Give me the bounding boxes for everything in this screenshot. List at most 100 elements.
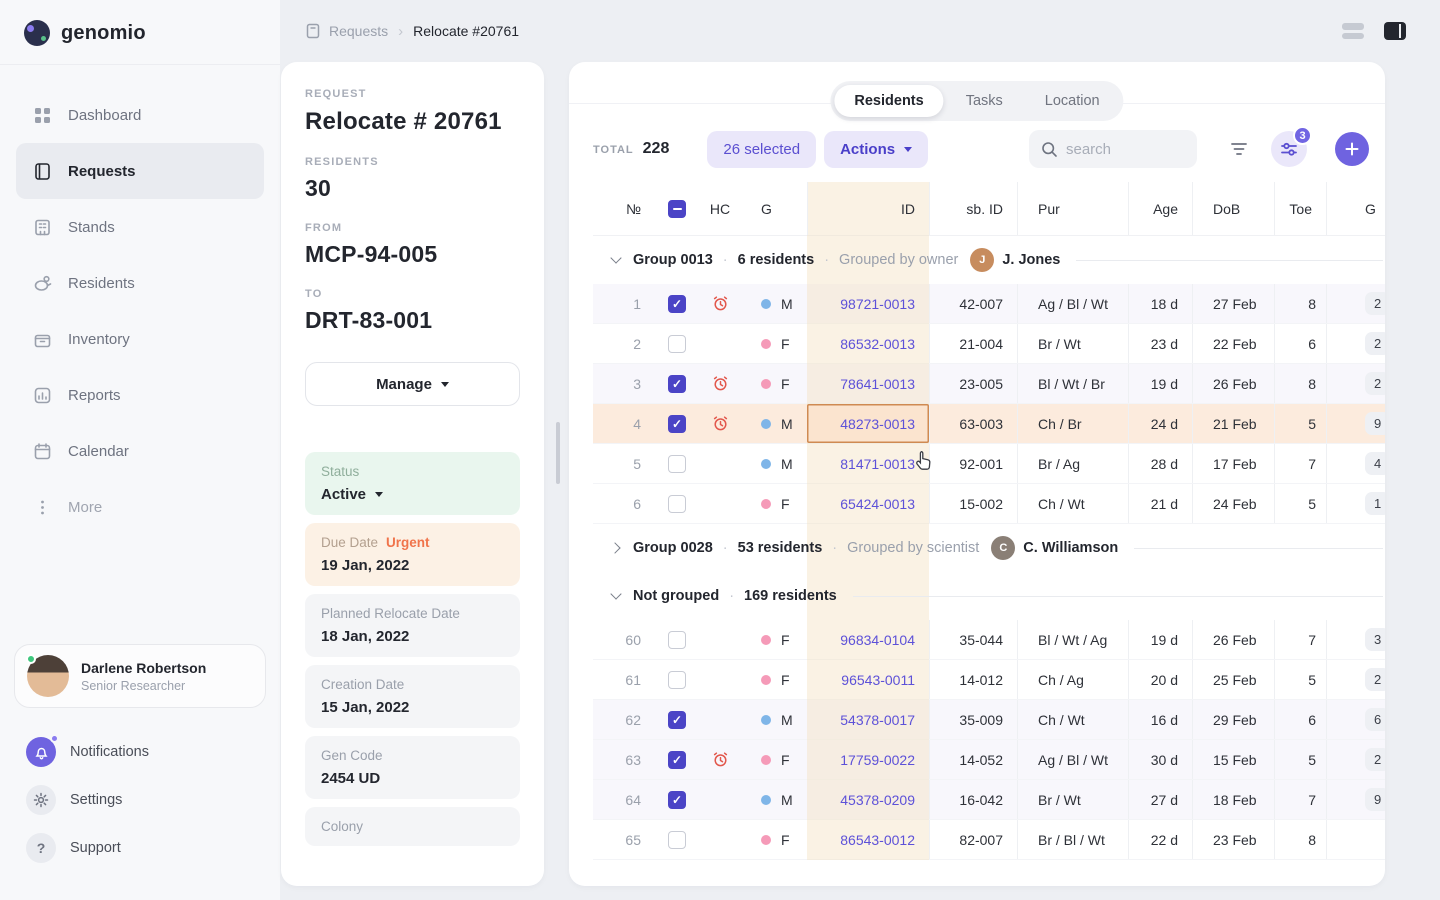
gender-cell: M [741,284,807,323]
sidebar-item-reports[interactable]: Reports [16,367,264,423]
health-concern-icon [712,295,729,312]
layout-split-icon[interactable] [1384,22,1406,40]
tile-colony: Colony [305,807,520,846]
row-checkbox[interactable] [668,630,686,649]
row-checkbox[interactable] [668,374,686,393]
tab-residents[interactable]: Residents [834,85,944,117]
requests-icon [32,161,52,181]
dob-cell: 26 Feb [1192,364,1274,403]
g-badge: 9 [1365,788,1385,811]
resident-id-link[interactable]: 96834-0104 [840,631,915,648]
actions-button[interactable]: Actions [824,130,929,168]
resident-id-link[interactable]: 65424-0013 [840,495,915,512]
resident-id-link[interactable]: 78641-0013 [840,375,915,392]
row-checkbox[interactable] [668,414,686,433]
pur-cell: Bl / Wt / Br [1017,364,1128,403]
breadcrumb-section[interactable]: Requests [329,23,389,39]
footer-item-label: Support [70,840,121,856]
sidebar-item-dashboard[interactable]: Dashboard [16,87,264,143]
column-header-sb. ID: sb. ID [929,182,1017,235]
resident-id-link[interactable]: 54378-0017 [840,711,915,728]
column-settings-button[interactable]: 3 [1271,126,1312,167]
row-checkbox[interactable] [668,750,686,769]
question-icon: ? [26,833,56,863]
row-checkbox[interactable] [668,494,686,513]
tile-gen-code: Gen Code 2454 UD [305,736,520,799]
row-checkbox[interactable] [668,670,686,689]
sidebar-footer-support[interactable]: ? Support [16,824,264,872]
row-checkbox[interactable] [668,830,686,849]
gender-dot-icon [761,674,771,685]
resident-id-link[interactable]: 96543-0011 [841,671,915,688]
tile-value: 15 Jan, 2022 [321,699,410,716]
table-row: 61 F 96543-0011 14-012 Ch / Ag 20 d 25 Feb 5 2 [593,660,1385,700]
sidebar-footer-notifications[interactable]: Notifications [16,728,264,776]
row-checkbox[interactable] [668,294,686,313]
window-layout-controls [1342,22,1406,40]
tab-tasks[interactable]: Tasks [946,85,1023,117]
row-checkbox[interactable] [668,454,686,473]
hc-cell [699,484,741,523]
resident-id-link[interactable]: 17759-0022 [840,751,915,768]
gender-dot-icon [761,458,771,469]
tile-status[interactable]: Status Active [305,452,520,515]
gender-label: M [781,455,793,472]
search-input[interactable] [1066,140,1185,158]
resident-id-link[interactable]: 45378-0209 [840,791,915,808]
tile-label: Creation Date [321,677,405,692]
topbar: Requests › Relocate #20761 [280,0,1440,62]
sidebar-item-more[interactable]: More [16,479,264,535]
row-checkbox[interactable] [668,710,686,729]
dot-separator: · [729,588,735,604]
resident-id-link[interactable]: 48273-0013 [807,404,929,443]
layout-rows-icon[interactable] [1342,23,1364,39]
group-toggle[interactable] [605,249,627,271]
row-checkbox[interactable] [668,334,686,353]
filter-button[interactable] [1221,131,1257,167]
row-number: 3 [633,375,641,392]
residents-icon [32,273,52,293]
sb-id-cell: 63-003 [929,404,1017,443]
row-checkbox-cell [655,820,699,859]
sidebar-item-stands[interactable]: Stands [16,199,264,255]
pur-cell: Ch / Wt [1017,484,1128,523]
gender-cell: F [741,820,807,859]
gender-cell: M [741,444,807,483]
panel-scrollbar[interactable] [556,422,560,484]
sb-id-cell: 82-007 [929,820,1017,859]
manage-button[interactable]: Manage [305,362,520,406]
user-card[interactable]: Darlene Robertson Senior Researcher [14,644,266,708]
owner-name: J. Jones [1002,252,1061,268]
select-all-checkbox[interactable] [668,199,686,218]
dob-cell: 24 Feb [1192,484,1274,523]
group-toggle[interactable] [605,537,627,559]
request-tiles: Status Active Due Date Urgent 19 Jan, 2022 Pl… [305,452,520,846]
chevron-down-icon [904,146,913,152]
row-checkbox[interactable] [668,790,686,809]
resident-id-link[interactable]: 98721-0013 [840,295,915,312]
sidebar-item-requests[interactable]: Requests [16,143,264,199]
resident-id-link[interactable]: 86543-0012 [840,831,915,848]
tile-label: Colony [321,819,364,834]
tab-location[interactable]: Location [1025,85,1120,117]
dob-cell: 22 Feb [1192,324,1274,363]
add-button[interactable] [1335,132,1369,166]
logo-text: genomio [61,21,146,44]
gender-dot-icon [761,794,771,805]
selected-count-pill[interactable]: 26 selected [707,130,817,168]
gender-cell: F [741,484,807,523]
app-logo[interactable]: genomio [0,0,280,65]
pur-cell: Br / Bl / Wt [1017,820,1128,859]
sidebar-item-residents[interactable]: Residents [16,255,264,311]
row-number: 63 [625,751,641,768]
group-toggle[interactable] [605,585,627,607]
sidebar-footer-settings[interactable]: Settings [16,776,264,824]
sidebar-item-inventory[interactable]: Inventory [16,311,264,367]
sidebar-item-calendar[interactable]: Calendar [16,423,264,479]
logo-icon [24,20,50,46]
sidebar-item-label: Dashboard [68,106,142,124]
sidebar-footer: Notifications Settings? Support [16,728,264,872]
gender-cell: F [741,364,807,403]
resident-id-link[interactable]: 86532-0013 [840,335,915,352]
resident-id-link[interactable]: 81471-0013 [840,455,915,472]
